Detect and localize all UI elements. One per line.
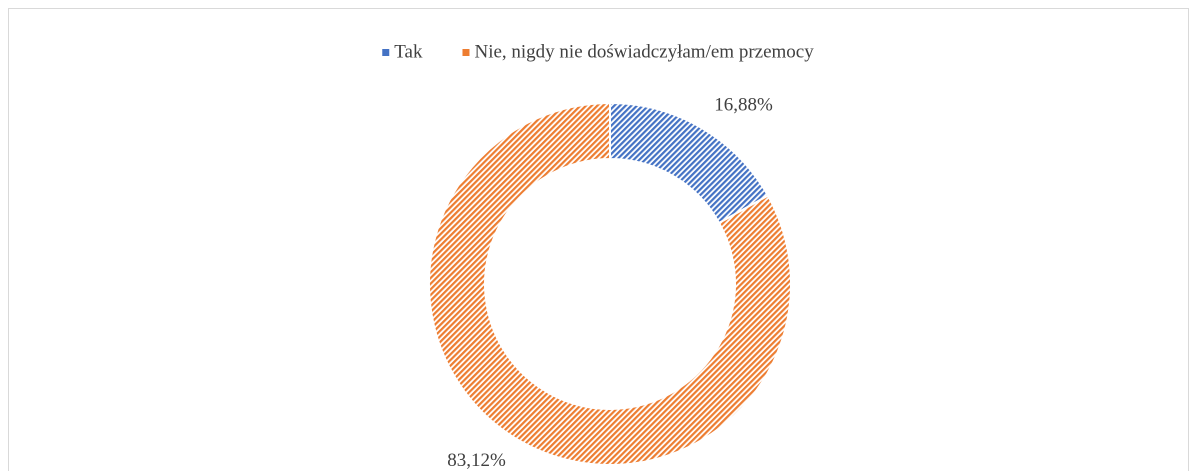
legend-label: Nie, nigdy nie doświadczyłam/em przemocy <box>474 41 814 62</box>
chart-frame <box>8 8 1189 471</box>
data-label: 16,88% <box>714 95 773 116</box>
data-label: 83,12% <box>447 450 506 471</box>
donut-slice <box>428 101 792 466</box>
legend-label: Tak <box>394 41 423 62</box>
legend-swatch <box>462 49 470 56</box>
legend-swatch <box>382 49 390 56</box>
